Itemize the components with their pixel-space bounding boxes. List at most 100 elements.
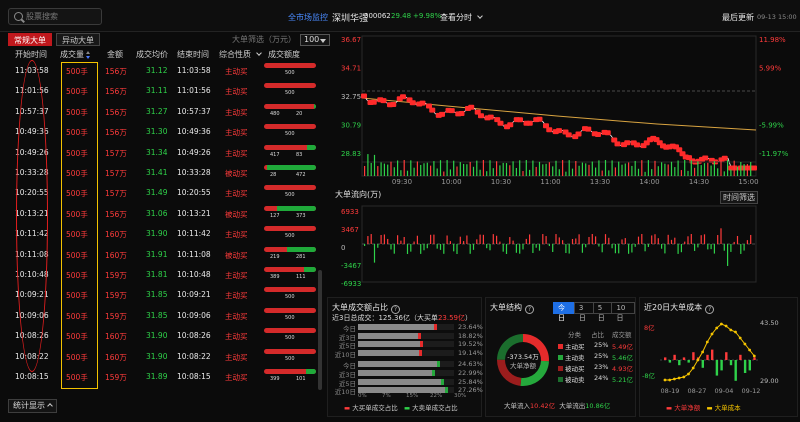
volume-bar xyxy=(661,162,663,176)
cost-y-tick: -8亿 xyxy=(642,371,655,380)
flow-bar xyxy=(532,244,534,253)
table-row[interactable]: 10:49:36 500手 156万 31.30 10:49:36 主动买 500 xyxy=(0,122,322,142)
cell-nature: 主动买 xyxy=(225,373,248,382)
table-row[interactable]: 11:03:58 500手 156万 31.12 11:03:58 主动买 500 xyxy=(0,61,322,81)
color-swatch-icon xyxy=(558,366,563,371)
structure-tab[interactable]: 5日 xyxy=(592,302,613,322)
scrollbar[interactable] xyxy=(318,270,322,390)
deal-size-label-red: 500 xyxy=(285,90,295,97)
volume-bar xyxy=(397,160,399,176)
structure-tab[interactable]: 今日 xyxy=(553,302,575,322)
col-volume[interactable]: 成交量 xyxy=(60,49,91,60)
table-row[interactable]: 10:11:42 500手 160万 31.90 10:11:42 主动买 500 xyxy=(0,224,322,244)
table-row[interactable]: 10:09:06 500手 159万 31.85 10:09:06 主动买 500 xyxy=(0,306,322,326)
tab-abnormal-orders[interactable]: 异动大单 xyxy=(56,33,100,46)
deal-size-label-green: 101 xyxy=(296,376,306,382)
filter-select[interactable]: 100 xyxy=(300,33,330,46)
deal-size-bar-green xyxy=(307,144,316,150)
cost-legend: ▬ 大单净额 ▬ 大单成本 xyxy=(666,404,741,412)
deal-size-bar-green xyxy=(305,369,316,374)
large-order-structure-panel: 大单结构? 今日 3日 5日 10日 -373.54万 大单净额 分类 占比 成交额 主动买 2… xyxy=(485,297,636,417)
volume-bar xyxy=(717,168,719,176)
help-icon[interactable]: ? xyxy=(525,305,534,314)
cell-amount: 159万 xyxy=(105,291,127,301)
structure-row-pct: 23% xyxy=(594,363,609,371)
col-nature[interactable]: 综合性质 xyxy=(219,49,262,60)
volume-bar xyxy=(529,169,531,176)
table-row[interactable]: 10:33:28 500手 157万 31.41 10:33:28 被动买 28 472 xyxy=(0,163,322,183)
stock-price: 29.48 xyxy=(391,12,412,20)
deal-size-label-green: 281 xyxy=(296,253,306,260)
search-input[interactable] xyxy=(26,10,100,23)
cell-amount: 159万 xyxy=(105,311,127,321)
flow-bar xyxy=(373,244,376,263)
table-row[interactable]: 10:49:26 500手 157万 31.34 10:49:26 主动买 417 83 xyxy=(0,143,322,163)
table-row[interactable]: 10:20:55 500手 157万 31.49 10:20:55 主动买 500 xyxy=(0,183,322,203)
volume-bar xyxy=(548,162,550,176)
structure-tab[interactable]: 3日 xyxy=(573,302,594,322)
deal-size-bar xyxy=(264,103,316,109)
volume-bar xyxy=(499,165,501,176)
volume-bar xyxy=(591,161,593,176)
market-monitor-link[interactable]: 全市场监控 xyxy=(288,13,328,22)
structure-tab[interactable]: 10日 xyxy=(611,302,635,322)
volume-bar xyxy=(750,162,752,176)
price-marker xyxy=(702,155,709,161)
volume-bar xyxy=(670,161,673,176)
cell-nature: 主动买 xyxy=(225,189,248,199)
col-amount[interactable]: 金额 xyxy=(107,50,123,59)
stat-display-button[interactable]: 统计显示 xyxy=(8,399,57,413)
ratio-row-label: 近10日 xyxy=(334,350,356,359)
col-avg-price[interactable]: 成交均价 xyxy=(136,50,168,59)
table-row[interactable]: 10:13:21 500手 156万 31.06 10:13:21 被动买 127 373 xyxy=(0,204,322,224)
volume-bar xyxy=(608,170,610,176)
flow-bar xyxy=(670,239,673,244)
view-timeshare-link[interactable]: 查看分时 xyxy=(440,12,483,23)
search-box[interactable] xyxy=(8,8,102,25)
flow-chart-title: 大单流向(万) xyxy=(335,189,381,199)
deal-size-bar-green xyxy=(277,205,316,211)
flow-bar xyxy=(591,234,593,244)
structure-col-header: 分类 xyxy=(568,331,581,339)
cell-start-time: 10:08:15 xyxy=(15,372,49,381)
help-icon[interactable]: ? xyxy=(391,305,400,314)
table-row[interactable]: 10:08:26 500手 160万 31.90 10:08:26 主动买 500 xyxy=(0,326,322,346)
table-row[interactable]: 10:08:22 500手 160万 31.90 10:08:22 主动买 500 xyxy=(0,347,322,367)
red-ellipse-annotation xyxy=(16,60,48,372)
price-y-tick-right: -11.97% xyxy=(759,150,789,158)
table-row[interactable]: 10:09:21 500手 159万 31.85 10:09:21 主动买 500 xyxy=(0,285,322,305)
deal-size-label-red: 500 xyxy=(285,192,295,199)
deal-size-bar xyxy=(264,328,316,334)
table-row[interactable]: 10:11:08 500手 160万 31.91 10:11:08 被动买 219 281 xyxy=(0,245,322,265)
cost-point xyxy=(724,324,728,328)
cell-end-time: 10:20:55 xyxy=(177,188,211,198)
time-filter-button[interactable]: 时间筛选 xyxy=(720,191,758,204)
volume-bar xyxy=(558,169,560,176)
flow-bar xyxy=(585,244,587,248)
cell-volume: 500手 xyxy=(66,291,88,301)
cost-x-tick: 08-27 xyxy=(688,387,707,395)
tab-regular-orders[interactable]: 常规大单 xyxy=(8,33,52,46)
flow-bar xyxy=(545,236,547,244)
cost-net-bar xyxy=(692,352,695,360)
table-row[interactable]: 11:01:56 500手 156万 31.11 11:01:56 主动买 500 xyxy=(0,81,322,101)
price-x-tick: 14:30 xyxy=(689,178,709,186)
price-x-tick: 10:30 xyxy=(491,178,511,186)
price-marker xyxy=(448,108,455,114)
cost-net-bar xyxy=(687,360,690,363)
table-row[interactable]: 10:57:37 500手 156万 31.27 10:57:37 主动买 480 20 xyxy=(0,102,322,122)
ratio-panel-title: 大单成交额占比? xyxy=(332,302,400,314)
col-end-time[interactable]: 结束时间 xyxy=(177,50,209,59)
structure-period-tabs: 今日 3日 5日 10日 xyxy=(553,302,635,322)
table-row[interactable]: 10:10:48 500手 159万 31.81 10:10:48 主动买 389 111 xyxy=(0,265,322,285)
volume-bar xyxy=(641,160,643,176)
filter-label: 大单筛选（万元） xyxy=(232,35,296,44)
col-deal-size[interactable]: 成交额度 xyxy=(268,50,300,59)
flow-bar xyxy=(482,234,484,244)
help-icon[interactable]: ? xyxy=(705,305,715,314)
flow-bar xyxy=(469,244,471,254)
deal-size-bar xyxy=(264,185,316,191)
table-row[interactable]: 10:08:15 500手 159万 31.89 10:08:15 主动买 399 101 xyxy=(0,367,322,387)
stock-change: +9.98% xyxy=(413,12,442,20)
col-start-time[interactable]: 开始时间 xyxy=(15,50,47,59)
